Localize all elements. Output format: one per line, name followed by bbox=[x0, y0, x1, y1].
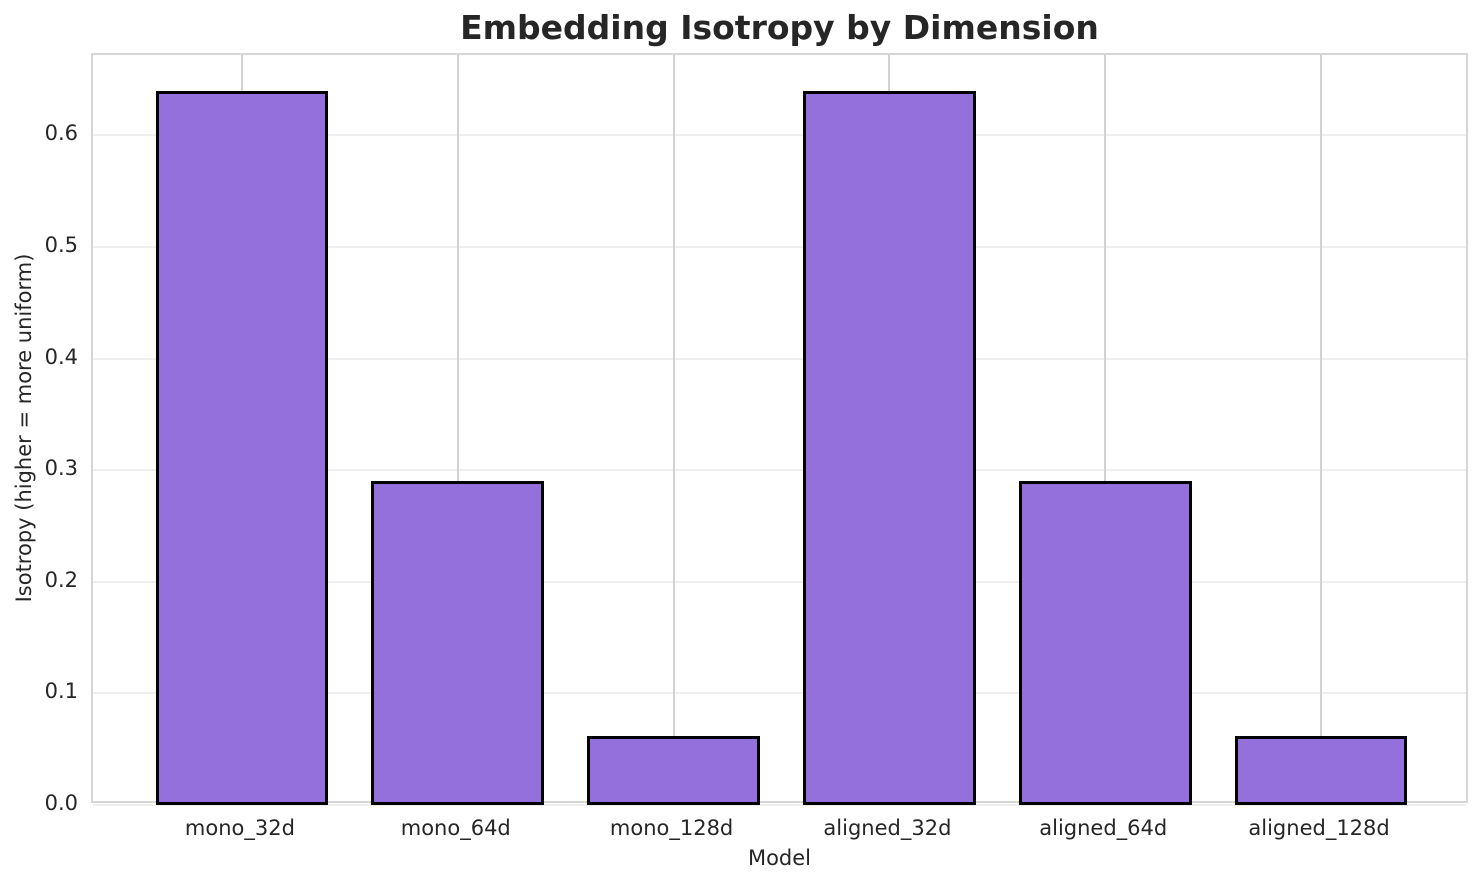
gridline-vertical bbox=[1320, 55, 1323, 801]
y-tick-label: 0.6 bbox=[44, 121, 78, 146]
gridline-horizontal bbox=[93, 692, 1466, 695]
x-tick-label: mono_128d bbox=[609, 816, 734, 840]
y-tick-label: 0.3 bbox=[44, 456, 78, 481]
bar-mono_64d bbox=[371, 481, 545, 805]
gridline-horizontal bbox=[93, 804, 1466, 806]
y-axis-label-text: Isotropy (higher = more uniform) bbox=[12, 253, 36, 603]
bar-mono_128d bbox=[587, 735, 760, 805]
chart-title: Embedding Isotropy by Dimension bbox=[460, 8, 1099, 47]
y-tick-label: 0.4 bbox=[44, 344, 78, 369]
x-tick-label: mono_64d bbox=[400, 816, 511, 840]
bar-aligned_64d bbox=[1018, 481, 1192, 805]
x-tick-label: aligned_64d bbox=[1039, 816, 1168, 840]
y-tick-label: 0.5 bbox=[44, 232, 78, 257]
y-tick-label: 0.0 bbox=[44, 791, 78, 815]
x-tick-label: aligned_128d bbox=[1248, 816, 1390, 840]
y-tick-label: 0.2 bbox=[44, 567, 78, 592]
x-tick-label: mono_32d bbox=[184, 816, 295, 840]
gridline-vertical bbox=[672, 55, 675, 801]
gridline-vertical bbox=[1104, 55, 1107, 801]
gridline-horizontal bbox=[93, 580, 1466, 583]
bar-aligned_32d bbox=[803, 90, 976, 805]
gridline-horizontal bbox=[93, 469, 1466, 472]
gridline-horizontal bbox=[93, 357, 1466, 360]
plot-area bbox=[91, 53, 1468, 806]
gridline-horizontal bbox=[93, 134, 1466, 137]
bar-aligned_128d bbox=[1234, 735, 1408, 805]
x-tick-label: aligned_32d bbox=[823, 816, 952, 840]
bar-mono_32d bbox=[155, 90, 329, 805]
y-tick-label: 0.1 bbox=[44, 679, 78, 704]
gridline-horizontal bbox=[93, 245, 1466, 248]
gridline-vertical bbox=[456, 55, 459, 801]
x-axis-label: Model bbox=[747, 846, 812, 870]
